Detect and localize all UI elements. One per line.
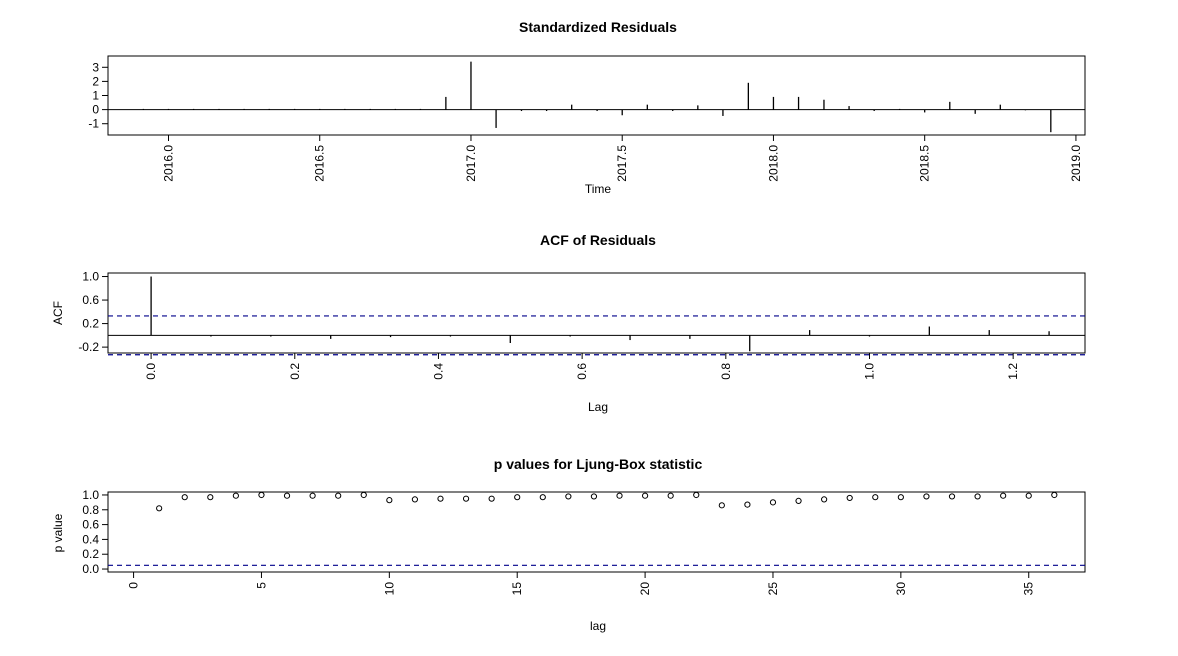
- residuals-x-tick-label: 2019.0: [1069, 145, 1083, 182]
- residuals-x-ticks: 2016.0 2016.5 2017.0 2017.5 2018.0 2018.5 2019…: [161, 135, 1083, 182]
- ljung-box-point: [974, 493, 981, 500]
- ljung-box-point: [462, 495, 470, 502]
- ljung-box-point: [258, 491, 265, 499]
- ljung-box-point: [693, 491, 700, 499]
- acf-x-tick-label: 1.0: [862, 363, 876, 380]
- residuals-x-tick-label: 2018.5: [918, 145, 932, 182]
- residuals-y-tick-label: 3: [92, 60, 99, 74]
- ljung-box-point: [411, 496, 419, 503]
- residuals-y-tick-label: 2: [92, 74, 99, 88]
- ljung-box-point: [1051, 491, 1058, 499]
- residuals-marks: [108, 61, 1085, 133]
- ljung-box-point: [539, 494, 546, 501]
- ljung-box-point: [616, 492, 623, 499]
- ljung-box-x-tick-label: 25: [766, 582, 780, 596]
- acf-marks: [108, 276, 1085, 356]
- acf-plot-frame: [107, 272, 1086, 354]
- ljung-box-point: [565, 493, 572, 500]
- ljung-box-x-tick-label: 10: [382, 582, 396, 596]
- ljung-box-point: [872, 494, 879, 501]
- ljung-box-y-axis-label: p value: [51, 513, 65, 552]
- ljung-box-point: [207, 494, 214, 501]
- acf-y-tick-label: -0.2: [78, 340, 99, 354]
- ljung-box-point: [437, 495, 444, 502]
- ljung-box-point: [514, 494, 521, 501]
- ljung-box-marks: [108, 491, 1085, 566]
- ljung-box-x-tick-label: 20: [638, 582, 652, 596]
- ljung-box-point: [309, 492, 316, 499]
- acf-y-ticks: -0.2 0.2 0.6 1.0: [78, 270, 108, 354]
- acf-x-ticks: 0.0 0.2 0.4 0.6 0.8 1.0 1.2: [144, 353, 1020, 380]
- residuals-y-tick-label: 0: [92, 103, 99, 117]
- acf-panel: ACF of Residuals -0.2 0.2 0.6 1.0 0.0 0.2 0.4…: [51, 232, 1086, 414]
- acf-y-tick-label: 0.2: [82, 317, 99, 331]
- residuals-x-tick-label: 2017.0: [464, 145, 478, 182]
- residuals-x-axis-label: Time: [585, 182, 612, 196]
- ljung-box-point: [667, 492, 674, 499]
- ljung-box-point: [283, 492, 291, 499]
- ljung-box-point: [1000, 492, 1007, 499]
- ljung-box-x-tick-label: 15: [510, 582, 524, 596]
- ljung-box-point: [590, 493, 598, 500]
- ljung-box-point: [488, 495, 495, 502]
- acf-title: ACF of Residuals: [540, 232, 656, 248]
- ljung-box-point: [232, 492, 239, 499]
- ljung-box-point: [948, 493, 956, 500]
- ljung-box-y-tick-label: 0.4: [82, 532, 99, 546]
- residuals-title: Standardized Residuals: [519, 19, 677, 35]
- ljung-box-y-tick-label: 0.2: [82, 547, 99, 561]
- acf-x-tick-label: 0.4: [431, 363, 445, 380]
- ljung-box-y-ticks: 0.00.20.40.60.81.0: [82, 488, 108, 576]
- ljung-box-point: [821, 496, 828, 503]
- residuals-x-tick-label: 2016.5: [313, 145, 327, 182]
- ljung-box-point: [641, 492, 649, 499]
- acf-y-axis-label: ACF: [51, 301, 65, 325]
- ljung-box-point: [718, 502, 725, 509]
- ljung-box-point: [181, 494, 188, 501]
- ljung-box-point: [156, 505, 163, 512]
- acf-y-tick-label: 1.0: [82, 270, 99, 284]
- acf-x-tick-label: 0.0: [144, 363, 158, 380]
- acf-y-tick-label: 0.6: [82, 293, 99, 307]
- ljung-box-x-tick-label: 30: [894, 582, 908, 596]
- ljung-box-x-tick-label: 5: [254, 582, 268, 589]
- ljung-box-x-tick-label: 0: [127, 582, 141, 589]
- acf-x-axis-label: Lag: [588, 400, 608, 414]
- ljung-box-y-tick-label: 0.8: [82, 503, 99, 517]
- ljung-box-point: [335, 492, 342, 499]
- residuals-y-tick-label: -1: [88, 117, 99, 131]
- residuals-x-tick-label: 2016.0: [161, 145, 175, 182]
- ljung-box-point: [386, 497, 393, 504]
- ljung-box-title: p values for Ljung-Box statistic: [494, 456, 703, 472]
- residuals-x-tick-label: 2017.5: [615, 145, 629, 182]
- residuals-y-tick-label: 1: [92, 89, 99, 103]
- residuals-plot-frame: [107, 55, 1086, 136]
- ljung-box-point: [1025, 492, 1032, 499]
- ljung-box-plot-frame: [107, 491, 1086, 573]
- residuals-x-tick-label: 2018.0: [766, 145, 780, 182]
- ljung-box-point: [846, 494, 853, 502]
- ljung-box-point: [795, 497, 802, 504]
- ljung-box-y-tick-label: 1.0: [82, 488, 99, 502]
- ljung-box-point: [897, 494, 904, 501]
- acf-x-tick-label: 1.2: [1006, 363, 1020, 380]
- ljung-box-y-tick-label: 0.6: [82, 518, 99, 532]
- ljung-box-y-tick-label: 0.0: [82, 562, 99, 576]
- ljung-box-point: [923, 493, 930, 500]
- acf-x-tick-label: 0.8: [719, 363, 733, 380]
- acf-x-tick-label: 0.6: [575, 363, 589, 380]
- ljung-box-point: [360, 491, 367, 499]
- ljung-box-point: [744, 501, 751, 508]
- ljung-box-panel: p values for Ljung-Box statistic 0.00.20…: [51, 456, 1086, 633]
- acf-x-tick-label: 0.2: [288, 363, 302, 380]
- ljung-box-point: [769, 499, 777, 506]
- ljung-box-x-axis-label: lag: [590, 619, 606, 633]
- ljung-box-x-tick-label: 35: [1022, 582, 1036, 596]
- ljung-box-x-ticks: 0 5 10 15 20 25 30 35: [127, 572, 1036, 595]
